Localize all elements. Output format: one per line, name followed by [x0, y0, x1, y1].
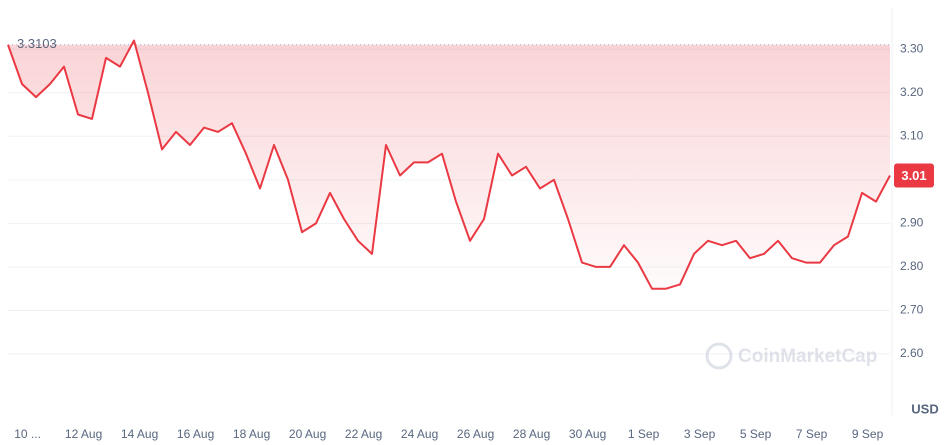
x-tick-label: 14 Aug: [121, 427, 158, 441]
reference-label: 3.3103: [17, 36, 57, 51]
x-tick-label: 24 Aug: [401, 427, 438, 441]
x-tick-label: 28 Aug: [513, 427, 550, 441]
y-tick-label: 3.30: [900, 41, 924, 55]
x-tick-label: 26 Aug: [457, 427, 494, 441]
x-tick-label: 20 Aug: [289, 427, 326, 441]
x-tick-label: 30 Aug: [569, 427, 606, 441]
watermark: CoinMarketCap: [705, 342, 877, 370]
last-price-label: 3.01: [901, 168, 926, 183]
x-tick-label: 5 Sep: [740, 427, 772, 441]
x-tick-label: 9 Sep: [852, 427, 884, 441]
y-tick-label: 2.60: [900, 346, 924, 360]
area: [8, 40, 890, 289]
x-tick-label: 7 Sep: [796, 427, 828, 441]
x-tick-label: 10 ...: [14, 427, 41, 441]
y-tick-label: 2.90: [900, 216, 924, 230]
x-tick-label: 22 Aug: [345, 427, 382, 441]
y-tick-label: 3.20: [900, 85, 924, 99]
price-line: [7, 39, 891, 290]
x-tick-label: 18 Aug: [233, 427, 270, 441]
last-price-badge: [894, 163, 934, 188]
x-tick-label: 3 Sep: [684, 427, 716, 441]
y-tick-label: 2.80: [900, 259, 924, 273]
x-tick-label: 1 Sep: [628, 427, 660, 441]
currency-label: USD: [911, 401, 938, 416]
x-tick-label: 16 Aug: [177, 427, 214, 441]
watermark-text: CoinMarketCap: [738, 346, 877, 367]
y-tick-label: 2.70: [900, 303, 924, 317]
y-tick-label: 3.10: [900, 128, 924, 142]
x-tick-label: 12 Aug: [65, 427, 102, 441]
